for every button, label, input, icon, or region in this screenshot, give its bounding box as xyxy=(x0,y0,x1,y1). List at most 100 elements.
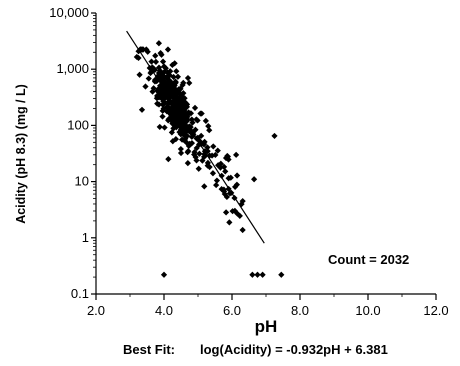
data-point xyxy=(254,271,261,278)
data-point xyxy=(205,123,212,130)
data-point xyxy=(156,67,164,74)
best-fit-line xyxy=(126,30,265,244)
data-point xyxy=(188,140,196,147)
data-point xyxy=(195,136,202,144)
data-point xyxy=(136,71,143,78)
data-point xyxy=(167,84,175,91)
data-point xyxy=(159,113,166,120)
best-fit-equation: log(Acidity) = -0.932pH + 6.381 xyxy=(200,342,388,357)
data-point xyxy=(196,150,203,157)
data-point xyxy=(232,183,239,191)
y-tick-label: 1 xyxy=(82,230,89,245)
data-point xyxy=(138,106,146,113)
plot-area: 0.1 1 10 100 1,000 10,000 2.0 4.0 6.0 8.0 10.0 12.… xyxy=(49,5,448,318)
data-points xyxy=(133,40,285,278)
data-point xyxy=(181,132,188,139)
data-point xyxy=(249,271,256,278)
data-point xyxy=(185,148,192,155)
data-point xyxy=(201,183,208,190)
y-tick-label: 10,000 xyxy=(49,5,89,20)
data-point xyxy=(214,147,221,154)
data-point xyxy=(191,104,199,111)
data-point xyxy=(234,172,241,179)
data-point xyxy=(158,51,165,58)
data-point xyxy=(222,209,230,216)
data-point xyxy=(215,162,222,169)
data-point xyxy=(239,197,246,205)
x-tick-label: 8.0 xyxy=(291,303,309,318)
data-point xyxy=(167,107,174,114)
data-point xyxy=(233,151,240,158)
data-point xyxy=(160,271,168,278)
data-point xyxy=(169,138,176,145)
data-point xyxy=(155,40,162,47)
data-point xyxy=(204,144,211,151)
data-point xyxy=(154,100,161,107)
data-point xyxy=(184,74,192,82)
data-point xyxy=(193,144,200,152)
y-tick-label: 1,000 xyxy=(56,61,89,76)
data-point xyxy=(210,143,217,150)
data-point xyxy=(142,83,149,90)
x-tick-label: 2.0 xyxy=(87,303,105,318)
data-point xyxy=(184,113,191,120)
data-point xyxy=(137,46,144,53)
y-tick-label: 10 xyxy=(75,174,89,189)
x-tick-label: 10.0 xyxy=(355,303,380,318)
data-point xyxy=(152,52,159,59)
data-point xyxy=(168,129,175,136)
data-point xyxy=(259,271,266,278)
data-point xyxy=(181,137,188,144)
data-point xyxy=(133,53,140,61)
count-annotation: Count = 2032 xyxy=(328,252,409,267)
data-point xyxy=(178,97,186,104)
data-point xyxy=(160,105,167,112)
best-fit-label: Best Fit: xyxy=(123,342,175,357)
data-point xyxy=(152,58,160,65)
data-point xyxy=(156,123,163,131)
data-point xyxy=(146,64,153,72)
data-point xyxy=(148,58,155,65)
data-point xyxy=(200,140,207,147)
data-point xyxy=(162,65,169,72)
data-point xyxy=(177,145,184,153)
x-axis-title: pH xyxy=(255,317,278,336)
y-axis-title: Acidity (pH 8.3) (mg / L) xyxy=(14,84,28,224)
data-point xyxy=(161,124,168,131)
data-point xyxy=(161,100,168,107)
data-point xyxy=(145,75,152,82)
data-point xyxy=(164,100,172,107)
data-point xyxy=(177,91,184,98)
x-tick-label: 6.0 xyxy=(223,303,241,318)
data-point xyxy=(251,176,258,183)
data-point xyxy=(225,175,232,182)
data-point xyxy=(172,113,179,120)
data-point xyxy=(164,46,172,53)
y-tick-label: 0.1 xyxy=(71,286,89,301)
data-point xyxy=(222,168,229,175)
data-point xyxy=(186,79,193,87)
data-point xyxy=(191,151,198,158)
data-point xyxy=(229,208,236,215)
data-point xyxy=(195,165,202,172)
data-point xyxy=(181,109,188,117)
data-point xyxy=(184,160,191,167)
data-point xyxy=(160,82,167,90)
data-point xyxy=(226,219,233,226)
data-point xyxy=(165,156,172,163)
data-point xyxy=(213,177,221,184)
y-tick-label: 100 xyxy=(67,117,89,132)
data-point xyxy=(278,271,285,278)
data-point xyxy=(171,60,178,67)
data-point xyxy=(165,115,172,123)
x-axis-ticks: 2.0 4.0 6.0 8.0 10.0 12.0 xyxy=(87,294,449,318)
data-point xyxy=(208,152,216,159)
data-point xyxy=(206,127,213,134)
data-point xyxy=(172,79,179,86)
data-point xyxy=(202,117,209,124)
data-point xyxy=(220,188,228,195)
y-axis-ticks: 0.1 1 10 100 1,000 10,000 xyxy=(49,5,96,301)
data-point xyxy=(188,133,195,140)
data-point xyxy=(194,117,201,124)
